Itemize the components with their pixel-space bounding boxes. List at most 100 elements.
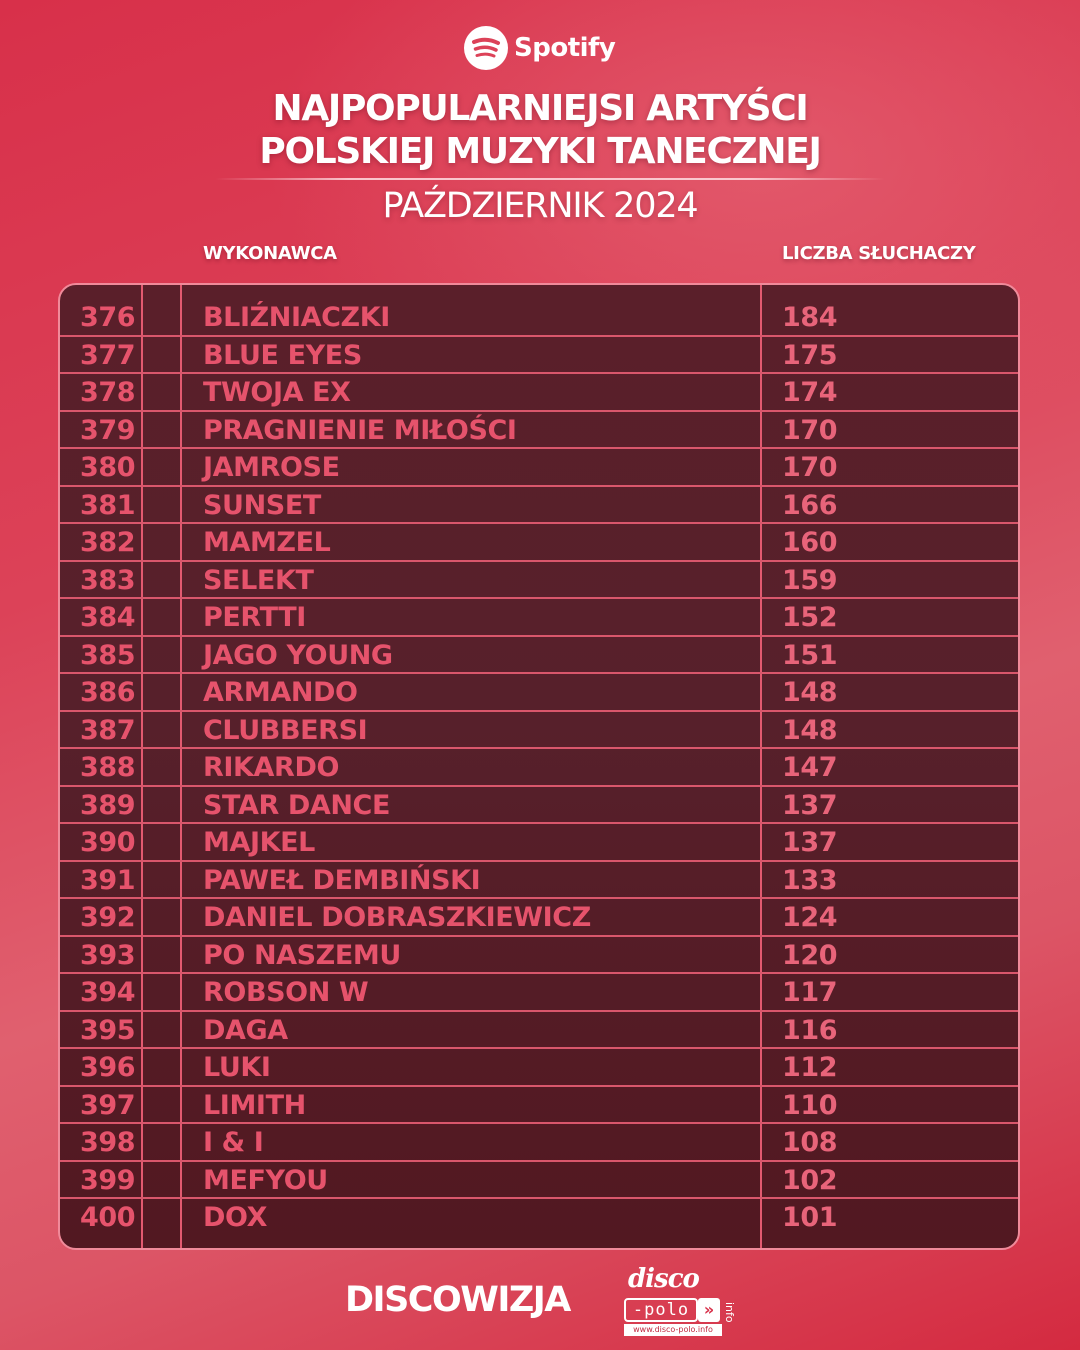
table-row: 384 PERTTI 152 (60, 599, 1018, 637)
rank-cell: 377 (80, 339, 136, 371)
artist-cell: DANIEL DOBRASZKIEWICZ (203, 902, 591, 933)
artist-cell: MAJKEL (203, 827, 315, 858)
table-row: 377 BLUE EYES 175 (60, 337, 1018, 374)
table-row: 380 JAMROSE 170 (60, 449, 1018, 487)
table-row: 391 PAWEŁ DEMBIŃSKI 133 (60, 862, 1018, 899)
rank-cell: 376 (80, 302, 136, 333)
table-row: 381 SUNSET 166 (60, 487, 1018, 524)
artist-cell: SUNSET (203, 489, 321, 521)
rank-cell: 394 (80, 977, 136, 1008)
column-header-artist: WYKONAWCA (203, 243, 337, 264)
listeners-cell: 170 (782, 452, 838, 483)
artist-cell: SELEKT (203, 564, 314, 596)
double-chevron-icon: » (698, 1298, 720, 1322)
rank-cell: 385 (80, 639, 136, 671)
table-row: 396 LUKI 112 (60, 1049, 1018, 1087)
artist-cell: CLUBBERSI (203, 714, 368, 746)
artist-cell: PO NASZEMU (203, 939, 401, 971)
title-divider (215, 178, 885, 180)
artist-cell: MAMZEL (203, 527, 331, 558)
disco-polo-logo-middle: -polo (624, 1298, 698, 1322)
table-row: 397 LIMITH 110 (60, 1087, 1018, 1124)
table-row: 379 PRAGNIENIE MIŁOŚCI 170 (60, 412, 1018, 449)
table-row: 385 JAGO YOUNG 151 (60, 637, 1018, 674)
artist-cell: TWOJA EX (203, 377, 351, 408)
rank-cell: 378 (80, 377, 136, 408)
table-row: 382 MAMZEL 160 (60, 524, 1018, 562)
page-title-line1: NAJPOPULARNIEJSI ARTYŚCI (272, 88, 808, 129)
listeners-cell: 159 (782, 564, 838, 596)
listeners-cell: 133 (782, 864, 838, 896)
rank-cell: 383 (80, 564, 136, 596)
table-row: 395 DAGA 116 (60, 1012, 1018, 1049)
page-subtitle: PAŹDZIERNIK 2024 (382, 186, 699, 226)
listeners-cell: 117 (782, 977, 838, 1008)
disco-polo-url: www.disco-polo.info (624, 1324, 722, 1336)
artist-cell: BLUE EYES (203, 339, 362, 371)
rank-cell: 393 (80, 939, 136, 971)
column-divider (180, 285, 182, 1248)
column-header-listeners: LICZBA SŁUCHACZY (782, 243, 976, 264)
listeners-cell: 101 (782, 1202, 838, 1233)
table-row: 394 ROBSON W 117 (60, 974, 1018, 1012)
artist-cell: RIKARDO (203, 752, 340, 783)
rank-cell: 384 (80, 602, 136, 633)
column-divider (760, 285, 762, 1248)
listeners-cell: 174 (782, 377, 838, 408)
table-row: 398 I & I 108 (60, 1124, 1018, 1162)
listeners-cell: 137 (782, 789, 838, 821)
table-row: 389 STAR DANCE 137 (60, 787, 1018, 824)
spotify-logo: Spotify (464, 25, 616, 71)
rank-cell: 382 (80, 527, 136, 558)
rank-cell: 395 (80, 1014, 136, 1046)
rank-cell: 388 (80, 752, 136, 783)
table-row: 387 CLUBBERSI 148 (60, 712, 1018, 749)
artist-cell: MEFYOU (203, 1164, 328, 1196)
rank-cell: 387 (80, 714, 136, 746)
listeners-cell: 175 (782, 339, 838, 371)
artist-cell: DOX (203, 1202, 268, 1233)
rank-cell: 396 (80, 1052, 136, 1083)
artist-cell: ARMANDO (203, 677, 358, 708)
disco-polo-info-logo: disco -polo » info www.disco-polo.info (622, 1264, 742, 1338)
listeners-cell: 148 (782, 677, 838, 708)
listeners-cell: 148 (782, 714, 838, 746)
artist-cell: LUKI (203, 1052, 271, 1083)
spotify-icon (464, 26, 508, 70)
table-row: 388 RIKARDO 147 (60, 749, 1018, 787)
disco-polo-logo-side: info (723, 1302, 736, 1323)
artist-cell: I & I (203, 1127, 264, 1158)
table-body: 376 BLIŹNIACZKI 184 377 BLUE EYES 175 378 TWOJA… (60, 299, 1018, 1237)
artist-cell: PAWEŁ DEMBIŃSKI (203, 864, 481, 896)
rank-cell: 389 (80, 789, 136, 821)
column-divider (141, 285, 143, 1248)
artist-cell: PRAGNIENIE MIŁOŚCI (203, 414, 517, 446)
artist-cell: DAGA (203, 1014, 288, 1046)
rank-cell: 397 (80, 1089, 136, 1121)
rank-cell: 398 (80, 1127, 136, 1158)
artist-cell: ROBSON W (203, 977, 369, 1008)
artist-cell: JAMROSE (203, 452, 340, 483)
artist-cell: BLIŹNIACZKI (203, 302, 390, 333)
table-row: 390 MAJKEL 137 (60, 824, 1018, 862)
rank-cell: 380 (80, 452, 136, 483)
listeners-cell: 147 (782, 752, 838, 783)
listeners-cell: 102 (782, 1164, 838, 1196)
table-row: 383 SELEKT 159 (60, 562, 1018, 599)
ranking-table: 376 BLIŹNIACZKI 184 377 BLUE EYES 175 378 TWOJA… (58, 283, 1020, 1250)
table-row: 400 DOX 101 (60, 1199, 1018, 1237)
rank-cell: 392 (80, 902, 136, 933)
rank-cell: 391 (80, 864, 136, 896)
listeners-cell: 184 (782, 302, 838, 333)
listeners-cell: 112 (782, 1052, 838, 1083)
listeners-cell: 151 (782, 639, 838, 671)
listeners-cell: 166 (782, 489, 838, 521)
listeners-cell: 152 (782, 602, 838, 633)
table-row: 376 BLIŹNIACZKI 184 (60, 299, 1018, 337)
listeners-cell: 108 (782, 1127, 838, 1158)
page-title-line2: POLSKIEJ MUZYKI TANECZNEJ (259, 131, 822, 172)
spotify-wordmark: Spotify (514, 33, 616, 63)
listeners-cell: 170 (782, 414, 838, 446)
rank-cell: 399 (80, 1164, 136, 1196)
listeners-cell: 120 (782, 939, 838, 971)
